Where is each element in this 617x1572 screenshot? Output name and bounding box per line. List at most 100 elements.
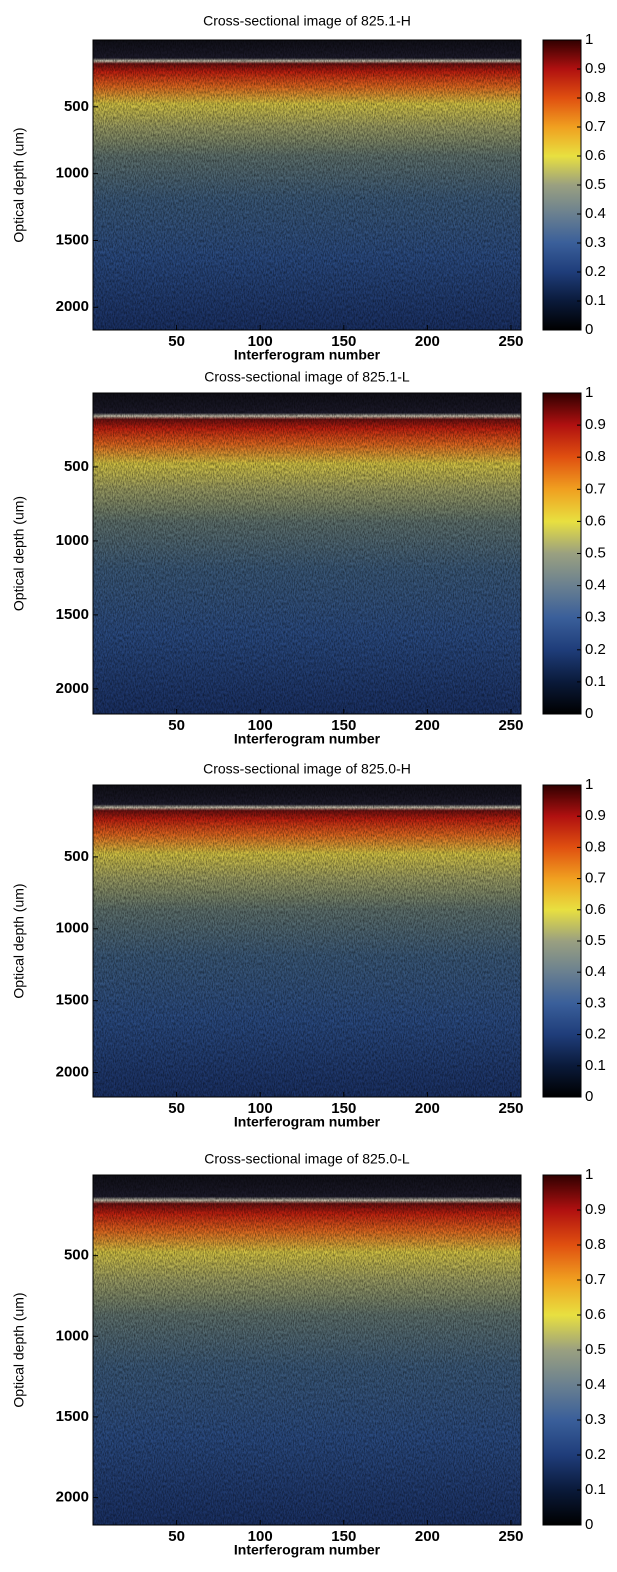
colorbar-tick-label: 0.1 [585,673,606,690]
colorbar-tick-label: 1 [585,1166,593,1183]
colorbar-tick-label: 0 [585,1516,593,1533]
plot-frame [92,392,522,715]
x-tick-label: 250 [498,1528,523,1545]
colorbar-tick-label: 0.8 [585,838,606,855]
x-tick-label: 50 [168,333,185,350]
y-tick-label: 1500 [56,231,89,248]
x-tick-label: 200 [415,1100,440,1117]
colorbar-tick-label: 1 [585,384,593,401]
colorbar-tick-label: 0.1 [585,1481,606,1498]
colorbar-tick-label: 0.2 [585,263,606,280]
colorbar-tick-label: 0.6 [585,901,606,918]
colorbar-tick-label: 0.2 [585,641,606,658]
y-tick-label: 500 [64,848,89,865]
x-tick-label: 150 [331,333,356,350]
colorbar-tick-label: 0.4 [585,205,606,222]
colorbar-tick-label: 0.3 [585,609,606,626]
chart-title: Cross-sectional image of 825.0-H [203,761,411,777]
colorbar [542,1174,582,1526]
chart-title: Cross-sectional image of 825.1-L [204,369,410,385]
colorbar-tick-label: 0.1 [585,1057,606,1074]
x-tick-label: 150 [331,1100,356,1117]
colorbar-tick-label: 0.5 [585,932,606,949]
colorbar-tick-label: 0.4 [585,1376,606,1393]
colorbar-tick-label: 1 [585,776,593,793]
heatmap-texture [93,40,521,330]
x-tick-label: 100 [248,1100,273,1117]
colorbar-tick-label: 0.8 [585,1236,606,1253]
x-tick-label: 250 [498,333,523,350]
x-tick-label: 200 [415,717,440,734]
y-tick-label: 500 [64,458,89,475]
colorbar-tick-label: 0.9 [585,1201,606,1218]
x-tick-label: 150 [331,1528,356,1545]
colorbar [542,39,582,331]
y-axis-label: Optical depth (um) [11,1292,27,1407]
colorbar-tick-label: 0 [585,1088,593,1105]
y-tick-label: 1500 [56,606,89,623]
y-tick-label: 1000 [56,920,89,937]
colorbar-tick-label: 0.7 [585,870,606,887]
colorbar-tick-label: 0.1 [585,292,606,309]
colorbar-tick-label: 0.5 [585,544,606,561]
y-tick-label: 2000 [56,1489,89,1506]
x-tick-label: 250 [498,717,523,734]
plot-frame [92,1174,522,1526]
chart-title: Cross-sectional image of 825.0-L [204,1151,410,1167]
colorbar-tick-label: 0.2 [585,1446,606,1463]
colorbar-tick-label: 0.7 [585,1271,606,1288]
colorbar-tick-label: 0.8 [585,89,606,106]
x-tick-label: 150 [331,717,356,734]
y-tick-label: 2000 [56,680,89,697]
y-tick-label: 500 [64,98,89,115]
y-tick-label: 1000 [56,532,89,549]
colorbar-tick-label: 0.5 [585,1341,606,1358]
colorbar-tick-label: 0.4 [585,963,606,980]
heatmap-texture [93,1175,521,1525]
colorbar-tick-label: 0.7 [585,480,606,497]
heatmap-texture [93,785,521,1097]
colorbar-tick-label: 0.9 [585,807,606,824]
panel: Cross-sectional image of 825.0-H50 100 150… [11,761,606,1130]
x-tick-label: 50 [168,1100,185,1117]
x-tick-label: 100 [248,1528,273,1545]
y-tick-label: 2000 [56,1064,89,1081]
x-axis-label: Interferogram number [234,347,381,363]
colorbar-tick-label: 0.3 [585,234,606,251]
colorbar-tick-label: 0.2 [585,1026,606,1043]
x-tick-label: 200 [415,1528,440,1545]
x-tick-label: 100 [248,333,273,350]
y-axis-label: Optical depth (um) [11,496,27,611]
heatmap-texture [93,393,521,714]
x-tick-label: 250 [498,1100,523,1117]
colorbar-tick-label: 0.3 [585,1411,606,1428]
x-tick-label: 200 [415,333,440,350]
panels: Cross-sectional image of 825.1-H50 100 150… [11,13,606,1558]
y-tick-label: 2000 [56,298,89,315]
colorbar-tick-label: 1 [585,31,593,48]
colorbar-tick-label: 0 [585,321,593,338]
y-axis-label: Optical depth (um) [11,127,27,242]
colorbar-tick-label: 0.6 [585,512,606,529]
panel: Cross-sectional image of 825.1-H50 100 150… [11,13,606,363]
colorbar [542,392,582,715]
x-tick-label: 50 [168,1528,185,1545]
colorbar-tick-label: 0.6 [585,147,606,164]
x-tick-label: 50 [168,717,185,734]
x-tick-label: 100 [248,717,273,734]
x-axis-label: Interferogram number [234,1114,381,1130]
x-axis-label: Interferogram number [234,731,381,747]
y-tick-label: 1000 [56,165,89,182]
plot-frame [92,784,522,1098]
y-tick-label: 500 [64,1247,89,1264]
panel: Cross-sectional image of 825.1-L50 100 150… [11,369,606,747]
colorbar-tick-label: 0.6 [585,1306,606,1323]
chart-title: Cross-sectional image of 825.1-H [203,13,411,29]
y-tick-label: 1000 [56,1327,89,1344]
y-tick-label: 1500 [56,1408,89,1425]
panel: Cross-sectional image of 825.0-L50 100 150… [11,1151,606,1558]
y-axis-label: Optical depth (um) [11,883,27,998]
colorbar-tick-label: 0.9 [585,60,606,77]
colorbar-tick-label: 0.7 [585,118,606,135]
